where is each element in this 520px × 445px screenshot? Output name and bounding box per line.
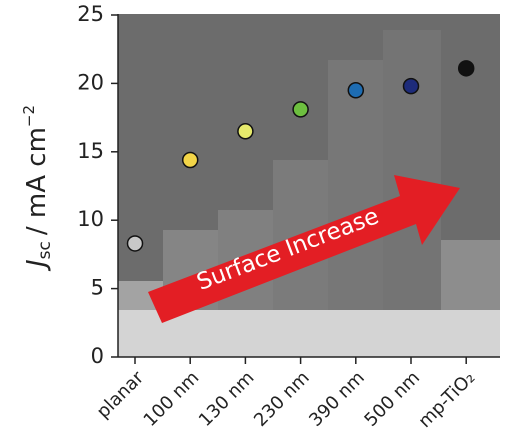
y-label-exponent: −2 — [20, 105, 38, 127]
point — [181, 151, 199, 169]
sem-500 — [383, 30, 441, 310]
x-tick-label: 500 nm — [360, 367, 424, 431]
y-axis-label: Jsc / mA cm−2 — [20, 105, 55, 272]
x-tick-label: 100 nm — [140, 367, 204, 431]
x-tick-label: 230 nm — [250, 367, 314, 431]
x-tick-label: mp-TiO₂ — [414, 367, 479, 432]
y-tick-label: 0 — [91, 344, 104, 368]
point — [457, 60, 475, 77]
arrow — [148, 175, 460, 323]
point — [126, 235, 144, 252]
y-tick-label: 15 — [77, 139, 104, 163]
point — [347, 81, 365, 99]
y-label-subscript: sc — [35, 241, 55, 259]
substrate — [118, 310, 500, 357]
point — [237, 123, 254, 140]
sem-390 — [328, 60, 383, 310]
y-tick-label: 10 — [77, 207, 104, 231]
point — [402, 77, 420, 95]
y-label-symbol: J — [22, 259, 52, 272]
y-label-unit: / mA cm — [22, 127, 52, 235]
sem-mp — [441, 240, 500, 310]
y-tick-label: 5 — [91, 276, 104, 300]
y-tick-label: 20 — [77, 70, 104, 94]
y-tick-label: 25 — [77, 2, 104, 26]
x-tick-label: 390 nm — [305, 367, 369, 431]
point — [292, 101, 309, 118]
x-tick-label: 130 nm — [195, 367, 259, 431]
